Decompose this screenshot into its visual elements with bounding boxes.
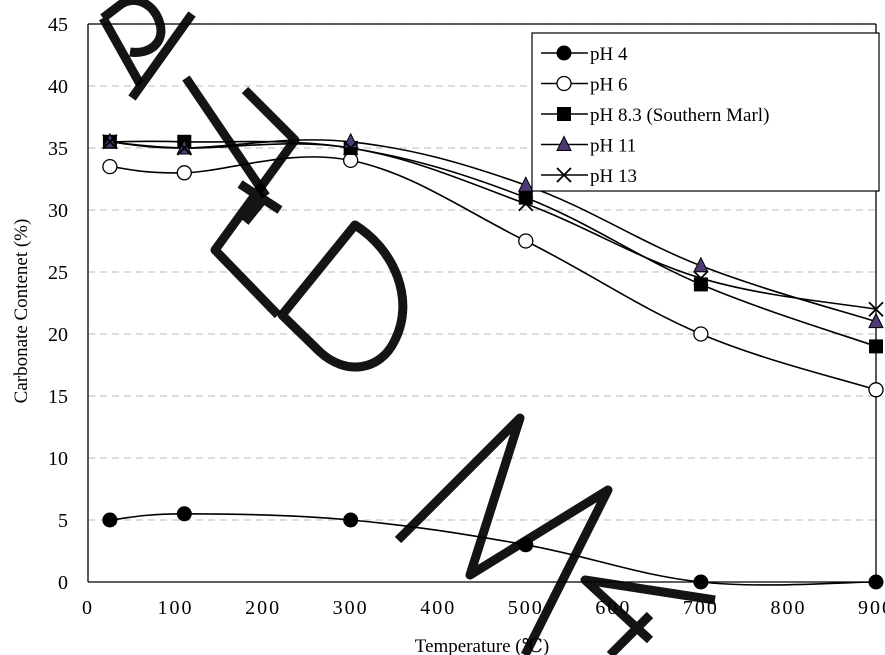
data-point-ph-6 bbox=[518, 233, 534, 249]
y-tick-label: 25 bbox=[48, 262, 68, 284]
data-point-ph-8-3-southern-marl bbox=[869, 339, 883, 354]
data-point-ph-13 bbox=[518, 196, 534, 212]
data-point-ph-11 bbox=[517, 176, 534, 192]
data-point-ph-6 bbox=[102, 158, 118, 175]
legend-label-ph-6: pH 6 bbox=[590, 75, 627, 96]
legend-marker-ph-4 bbox=[556, 45, 572, 61]
legend-label-ph-8-3-southern-marl: pH 8.3 (Southern Marl) bbox=[590, 105, 769, 126]
x-tick-label: 500 bbox=[508, 597, 544, 619]
series-line-ph-4 bbox=[109, 512, 877, 586]
y-tick-label: 40 bbox=[48, 76, 68, 98]
x-tick-label: 0 bbox=[82, 597, 94, 619]
data-point-ph-4 bbox=[343, 512, 359, 528]
series-markers bbox=[102, 132, 884, 590]
data-point-ph-13 bbox=[176, 140, 192, 156]
data-point-ph-11 bbox=[693, 256, 709, 273]
data-point-ph-13 bbox=[693, 270, 709, 286]
x-tick-label: 100 bbox=[158, 597, 194, 619]
data-point-ph-4 bbox=[868, 574, 884, 590]
watermark-letter-p bbox=[99, 0, 166, 87]
x-tick-label: 200 bbox=[245, 597, 281, 619]
data-point-ph-4 bbox=[176, 506, 192, 522]
watermark-letter-d bbox=[277, 220, 408, 372]
watermark-letter-m bbox=[394, 413, 613, 655]
x-tick-label: 400 bbox=[420, 597, 456, 619]
data-point-ph-6 bbox=[343, 152, 359, 169]
y-tick-label: 15 bbox=[48, 386, 68, 408]
y-axis-title: Carbonate Contenet (%) bbox=[11, 219, 32, 404]
legend-label-ph-4: pH 4 bbox=[590, 44, 628, 65]
x-tick-label: 800 bbox=[770, 597, 806, 619]
watermark-letter-a bbox=[580, 575, 716, 655]
data-point-ph-11 bbox=[868, 312, 884, 329]
y-tick-label: 5 bbox=[58, 510, 68, 532]
y-tick-label: 35 bbox=[48, 138, 68, 160]
legend-marker-ph-8-3-southern-marl bbox=[557, 107, 571, 121]
x-tick-label: 900 bbox=[858, 597, 885, 619]
legend-marker-ph-13 bbox=[556, 167, 572, 183]
watermark bbox=[99, 0, 716, 655]
legend: pH 4 pH 6 pH 8.3 (Southern Marl) pH 11 pH 13 bbox=[531, 32, 880, 192]
legend-marker-ph-11 bbox=[556, 135, 572, 151]
legend-label-ph-11: pH 11 bbox=[590, 136, 636, 157]
watermark-letter-t bbox=[128, 11, 270, 199]
data-point-ph-8-3-southern-marl bbox=[518, 190, 533, 205]
data-point-ph-6 bbox=[868, 382, 884, 398]
data-point-ph-4 bbox=[102, 512, 118, 528]
data-point-ph-13 bbox=[343, 140, 359, 156]
x-tick-label: 300 bbox=[333, 597, 369, 619]
legend-label-ph-13: pH 13 bbox=[590, 166, 637, 187]
data-point-ph-8-3-southern-marl bbox=[693, 277, 708, 292]
data-point-ph-6 bbox=[693, 326, 709, 342]
y-tick-label: 20 bbox=[48, 324, 68, 346]
x-axis-title: Temperature (℃) bbox=[415, 636, 549, 655]
watermark-letter-e bbox=[210, 86, 300, 319]
series-lines bbox=[109, 139, 877, 586]
legend-marker-ph-6 bbox=[556, 75, 572, 92]
data-point-ph-13 bbox=[868, 301, 884, 317]
y-tick-label: 0 bbox=[58, 572, 68, 594]
y-tick-label: 10 bbox=[48, 448, 68, 470]
y-tick-label: 45 bbox=[48, 14, 68, 36]
data-point-ph-6 bbox=[176, 165, 192, 181]
legend-box bbox=[531, 32, 880, 192]
data-point-ph-4 bbox=[693, 574, 709, 590]
data-point-ph-13 bbox=[102, 134, 118, 150]
y-tick-label: 30 bbox=[48, 200, 68, 222]
